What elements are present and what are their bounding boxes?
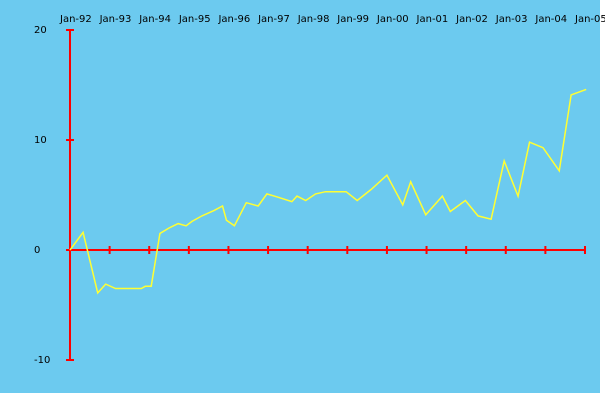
x-tick-label: Jan-02 — [455, 14, 488, 25]
y-tick-label: 10 — [34, 135, 47, 146]
x-tick-label: Jan-03 — [495, 14, 528, 25]
x-tick-label: Jan-94 — [138, 14, 171, 25]
y-tick-label: -10 — [34, 355, 50, 366]
x-tick-label: Jan-98 — [297, 14, 330, 25]
x-tick-label: Jan-97 — [257, 14, 290, 25]
x-tick-label: Jan-01 — [416, 14, 449, 25]
x-tick-label: Jan-05 — [574, 14, 605, 25]
y-tick-label: 0 — [34, 245, 40, 256]
x-tick-label: Jan-92 — [59, 14, 92, 25]
y-tick-label: 20 — [34, 25, 47, 36]
plot-background — [0, 0, 600, 393]
data-line — [69, 88, 587, 295]
x-tick-label: Jan-95 — [178, 14, 211, 25]
x-tick-label: Jan-93 — [99, 14, 132, 25]
x-tick-label: Jan-99 — [336, 14, 369, 25]
x-tick-label: Jan-04 — [534, 14, 567, 25]
x-tick-label: Jan-00 — [376, 14, 409, 25]
x-tick-label: Jan-96 — [217, 14, 250, 25]
